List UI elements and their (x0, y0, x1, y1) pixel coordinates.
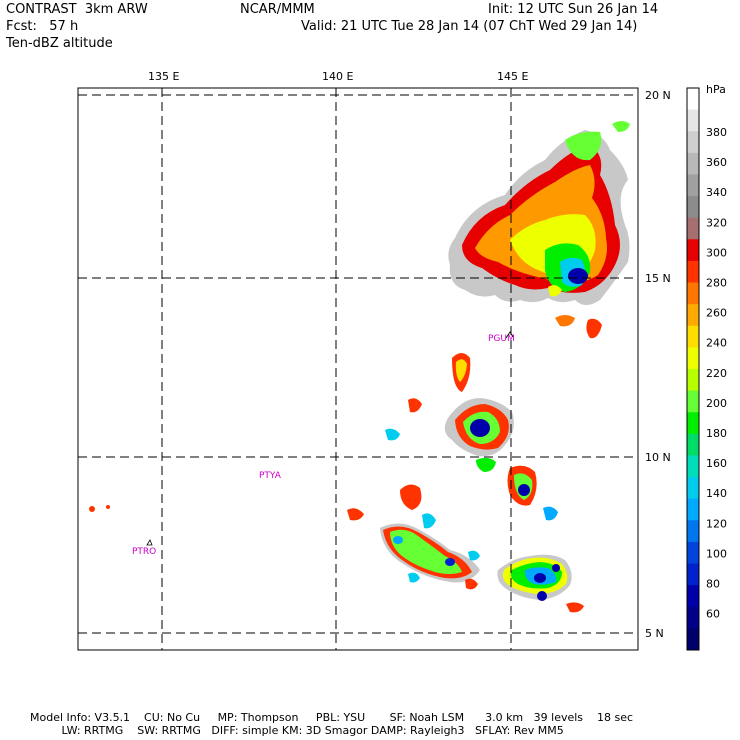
colorbar-swatch (687, 260, 699, 284)
station-pgum: PGUM (488, 334, 515, 344)
forecast-hour: Fcst: 57 h (6, 19, 79, 34)
field-name: Ten-dBZ altitude (6, 36, 113, 51)
guam-outline (505, 331, 514, 339)
colorbar-swatch (687, 585, 699, 608)
colorbar-swatch (687, 88, 699, 111)
colorbar-label: 340 (706, 186, 727, 199)
colorbar-swatch (687, 347, 699, 370)
colorbar-swatch (687, 455, 699, 478)
lon-label-145: 145 E (497, 70, 528, 83)
model-title: CONTRAST 3km ARW (6, 2, 148, 17)
colorbar-frame (686, 87, 700, 651)
colorbar-swatch (687, 477, 699, 500)
colorbar-label: 360 (706, 156, 727, 169)
colorbar-labels: 380 360 340 320 300 280 260 240 220 200 180 160 140 1… (706, 126, 727, 621)
colorbar-label: 320 (706, 216, 727, 229)
colorbar-swatch (687, 152, 699, 175)
colorbar-label: 220 (706, 367, 727, 380)
graticule (78, 88, 638, 650)
colorbar-swatch (687, 174, 699, 197)
station-ptro: PTRO (132, 547, 156, 557)
colorbar-swatch (687, 541, 699, 565)
colorbar-label: 300 (706, 246, 727, 259)
colorbar-swatch (687, 433, 699, 456)
colorbar-swatch (687, 217, 699, 240)
colorbar-unit: hPa (706, 83, 726, 96)
lon-label-140: 140 E (322, 70, 353, 83)
colorbar-swatch (687, 628, 699, 651)
colorbar-swatch (687, 325, 699, 348)
colorbar-swatch (687, 304, 699, 327)
colorbar-label: 160 (706, 457, 727, 470)
station-ptya: PTYA (259, 471, 282, 481)
colorbar-label: 380 (706, 126, 727, 139)
colorbar-label: 240 (706, 337, 727, 350)
colorbar-swatch (687, 412, 699, 435)
colorbar-swatch (687, 282, 699, 305)
init-time: Init: 12 UTC Sun 26 Jan 14 (488, 2, 659, 17)
lat-label-20: 20 N (645, 89, 671, 102)
lat-label-5: 5 N (645, 627, 664, 640)
colorbar-label: 80 (706, 578, 720, 591)
valid-time: Valid: 21 UTC Tue 28 Jan 14 (07 ChT Wed … (301, 19, 638, 34)
colorbar-swatch (687, 369, 699, 392)
colorbar-label: 200 (706, 397, 727, 410)
island-outline (146, 539, 153, 546)
colorbar-label: 120 (706, 517, 727, 530)
colorbar-swatch (687, 131, 699, 154)
lon-label-135: 135 E (148, 70, 179, 83)
colorbar-label: 260 (706, 307, 727, 320)
colorbar-swatch (687, 606, 699, 629)
center-name: NCAR/MMM (240, 2, 315, 17)
colorbar-swatch (687, 196, 699, 219)
lat-label-10: 10 N (645, 451, 671, 464)
colorbar-label: 280 (706, 277, 727, 290)
colorbar-label: 180 (706, 427, 727, 440)
reflectivity-cells (89, 121, 630, 613)
colorbar-swatch (687, 390, 699, 413)
colorbar-swatch (687, 520, 699, 543)
colorbar-swatch (687, 563, 699, 586)
colorbar-label: 60 (706, 608, 720, 621)
lat-label-15: 15 N (645, 272, 671, 285)
colorbar (686, 87, 700, 651)
footer-physics-info: LW: RRTMG SW: RRTMG DIFF: simple KM: 3D … (30, 724, 564, 737)
colorbar-swatch (687, 498, 699, 521)
footer-model-info: Model Info: V3.5.1 CU: No Cu MP: Thompso… (30, 711, 634, 724)
colorbar-swatch (687, 109, 699, 132)
colorbar-label: 140 (706, 487, 727, 500)
colorbar-swatch (687, 239, 699, 262)
colorbar-label: 100 (706, 547, 727, 560)
